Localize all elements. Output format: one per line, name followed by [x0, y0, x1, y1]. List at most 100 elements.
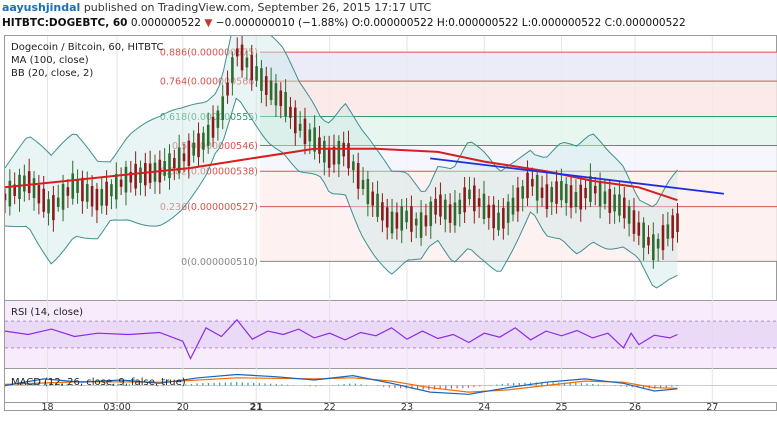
candle-body — [497, 212, 500, 231]
candle-body — [119, 179, 123, 187]
candle-body — [414, 218, 418, 226]
candle-body — [148, 163, 152, 183]
candle-body — [463, 187, 466, 213]
candle-body — [632, 210, 636, 234]
x-tick-label: 24 — [478, 402, 490, 412]
x-tick-label: 20 — [177, 402, 189, 412]
publish-line: aayushjindal published on TradingView.co… — [2, 1, 431, 14]
rsi-legend: RSI (14, close) — [11, 307, 84, 318]
symbol-name: HITBTC:DOGEBTC, 60 — [2, 17, 128, 29]
candle-body — [521, 186, 524, 199]
candle-body — [555, 181, 558, 204]
fib-level-label: 0.618(0.000000555) — [160, 112, 258, 123]
candle-body — [647, 237, 650, 246]
candle-body — [66, 187, 70, 196]
candle-body — [482, 193, 486, 220]
candle-body — [269, 80, 273, 101]
candle-body — [656, 238, 660, 249]
x-tick-label: 26 — [629, 402, 641, 412]
candle-body — [579, 184, 583, 210]
candle-body — [443, 199, 447, 220]
chart-canvas[interactable]: 0.886(0.000000575) 0.764(0.000000566) 0.61… — [5, 36, 777, 412]
candle-body — [144, 163, 147, 186]
candle-body — [448, 204, 452, 223]
candle-body — [206, 124, 210, 146]
candle-body — [23, 175, 26, 192]
candle-body — [308, 129, 312, 142]
fib-level-label: 0.764(0.000000566) — [160, 77, 258, 88]
candle-body — [105, 181, 108, 206]
candle-body — [95, 188, 99, 211]
blue-trendline — [430, 157, 724, 195]
candle-body — [347, 143, 350, 169]
candle-body — [61, 184, 65, 210]
candle-body — [434, 198, 437, 215]
candle-body — [593, 185, 597, 194]
candle-body — [47, 199, 50, 214]
candle-body — [293, 107, 297, 134]
candle-body — [352, 161, 355, 171]
candle-body — [506, 201, 510, 223]
candle-body — [439, 194, 442, 217]
candle-body — [235, 48, 239, 57]
candle-body — [458, 199, 462, 215]
symbol-line: HITBTC:DOGEBTC, 60 0.000000522 ▼ −0.0000… — [2, 17, 686, 29]
rsi-line — [5, 318, 678, 361]
candle-body — [666, 224, 670, 239]
candle-body — [13, 184, 16, 196]
candle-body — [211, 116, 215, 138]
ma-line — [5, 147, 678, 202]
candle-body — [173, 157, 176, 169]
candle-body — [187, 140, 191, 166]
candle-body — [502, 207, 505, 229]
chart-title: Dogecoin / Bitcoin, 60, HITBTC — [11, 42, 164, 53]
candle-body — [255, 66, 258, 81]
bb-fill — [5, 36, 678, 288]
candle-body — [298, 123, 302, 131]
ohlc-values: O:0.000000522 H:0.000000522 L:0.00000052… — [351, 17, 686, 29]
candle-body — [405, 210, 408, 223]
x-tick-label: 18 — [41, 402, 53, 412]
candle-body — [598, 180, 602, 207]
candle-body — [473, 185, 476, 212]
candle-body — [274, 83, 278, 106]
candle-body — [332, 146, 336, 165]
macd-legend: MACD (12, 26, close, 9, false, true) — [11, 377, 186, 388]
candle-body — [400, 206, 404, 231]
candle-body — [627, 206, 631, 224]
candle-body — [385, 207, 389, 228]
candle-body — [182, 153, 186, 162]
candle-body — [492, 204, 495, 229]
candle-body — [564, 183, 568, 204]
candle-body — [32, 178, 36, 199]
candle-body — [584, 187, 587, 199]
candle-body — [124, 166, 128, 193]
candle-body — [376, 193, 379, 217]
x-tick-label: 25 — [556, 402, 568, 412]
candle-body — [526, 172, 529, 199]
x-tick-label: 27 — [706, 402, 718, 412]
candle-body — [221, 96, 225, 121]
candle-body — [574, 191, 578, 208]
candle-body — [608, 189, 612, 213]
candle-body — [323, 140, 326, 163]
candle-body — [419, 212, 423, 238]
candle-body — [337, 140, 341, 165]
candle-body — [560, 181, 563, 201]
candle-body — [661, 225, 665, 251]
fib-band — [260, 52, 777, 82]
x-tick-label: 23 — [401, 402, 413, 412]
candle-body — [429, 201, 433, 227]
x-tick-label: 22 — [324, 402, 336, 412]
candle-body — [231, 57, 234, 83]
author-link[interactable]: aayushjindal — [2, 1, 81, 14]
chart-header: aayushjindal published on TradingView.co… — [0, 0, 777, 34]
candle-body — [192, 142, 195, 156]
candle-body — [487, 204, 491, 218]
candle-body — [652, 234, 655, 261]
candle-body — [371, 191, 375, 206]
candle-body — [545, 184, 549, 209]
chart-frame[interactable]: 0.886(0.000000575) 0.764(0.000000566) 0.61… — [4, 35, 777, 412]
candle-body — [410, 206, 413, 232]
candle-body — [76, 179, 79, 193]
